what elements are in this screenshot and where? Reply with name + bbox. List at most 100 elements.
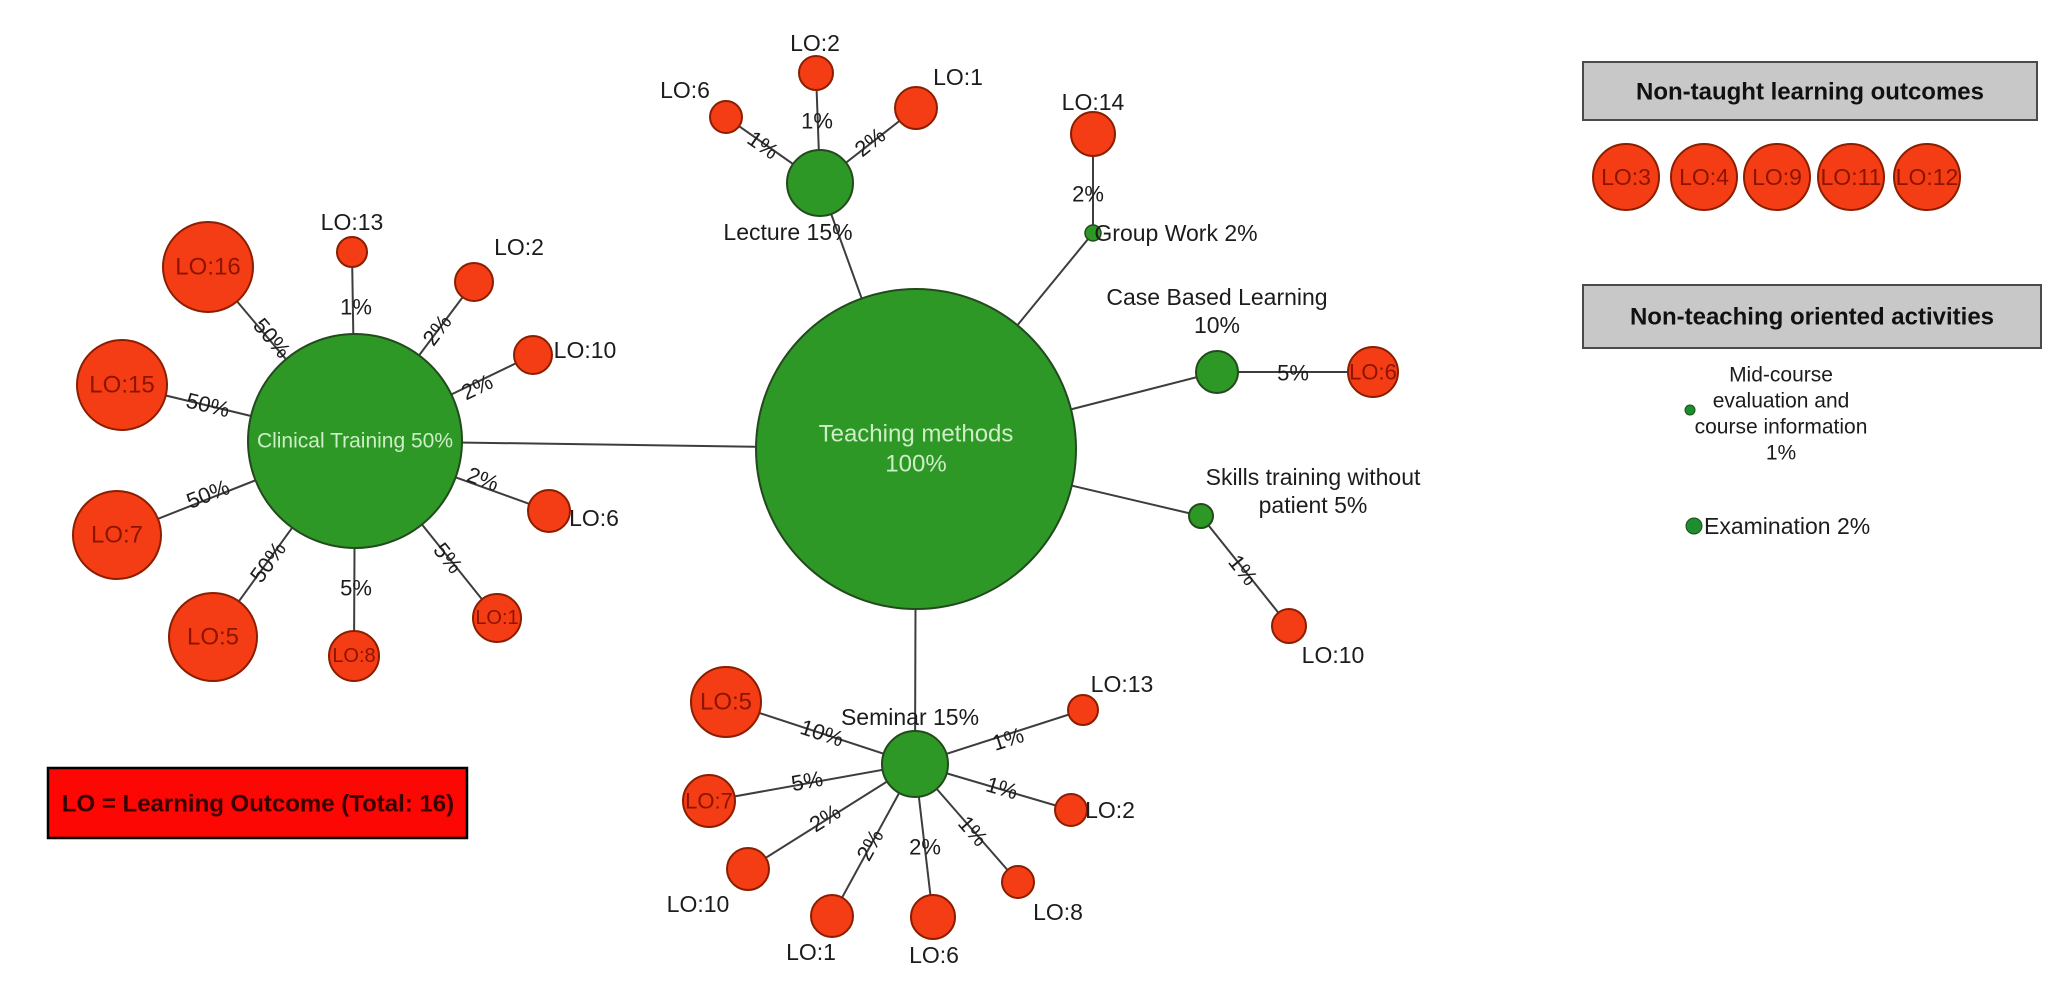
node-label-c_lo13: LO:13 [321,209,384,235]
node-label-cbl-line1: Case Based Learning [1106,284,1327,310]
legend-non-taught-box [1582,61,2038,121]
node-c_lo10 [513,335,553,375]
node-c_lo6 [527,489,571,533]
node-label-c_lo1: LO:1 [475,607,518,629]
legend-circle-label-lo11: LO:11 [1821,164,1882,190]
legend-circle-lo3 [1592,143,1660,211]
edge-label-seminar-m_lo6: 2% [909,835,941,860]
node-m_lo5 [690,666,762,738]
node-seminar [881,730,949,798]
node-label-m_lo2: LO:2 [1085,797,1135,823]
node-c_lo13 [336,236,368,268]
node-label-l_lo6: LO:6 [660,77,710,103]
node-label-l_lo1: LO:1 [933,64,983,90]
node-groupwork [1084,224,1102,242]
legend-circle-lo4 [1670,143,1738,211]
node-c_lo15 [76,339,168,431]
node-label-l_lo2: LO:2 [790,30,840,56]
nodes [72,55,1399,940]
legend-circle-label-lo4: LO:4 [1679,164,1729,190]
node-label-c_lo6: LO:6 [569,505,619,531]
node-label-m_lo5: LO:5 [700,689,752,716]
legend-circle-lo9 [1743,143,1811,211]
node-m_lo10 [726,847,770,891]
node-label-m_lo8: LO:8 [1033,899,1083,925]
node-label-c_lo15: LO:15 [89,372,154,399]
node-label-seminar: Seminar 15% [841,704,979,730]
node-l_lo2 [798,55,834,91]
node-label-m_lo13: LO:13 [1091,671,1154,697]
node-l_lo1 [894,86,938,130]
mid-course-evaluation-label-line3: course information [1695,416,1868,439]
node-label-clinical: Clinical Training 50% [257,430,453,453]
node-g_lo14 [1070,111,1116,157]
edge-label-seminar-m_lo7: 5% [789,766,825,796]
legend-circle-label-lo9: LO:9 [1752,164,1802,190]
node-label-c_lo16: LO:16 [175,254,240,281]
node-l_lo6 [709,100,743,134]
examination-dot [1685,517,1703,535]
node-label-m_lo7: LO:7 [685,789,733,814]
node-m_lo2 [1054,793,1088,827]
node-c_lo1 [472,593,522,643]
key-box-label: LO = Learning Outcome (Total: 16) [62,791,454,818]
node-teaching [755,288,1077,610]
node-c_lo16 [162,221,254,313]
legend-non-taught-title: Non-taught learning outcomes [1636,79,1984,106]
legend-non-teaching-box [1582,284,2042,349]
node-label-skills-line2: patient 5% [1259,492,1368,518]
node-labels: Teaching methods 100% Clinical Training 50… [89,30,1421,968]
legend-circle-lo11 [1817,143,1885,211]
mid-course-evaluation-label-line1: Mid-course [1729,364,1833,387]
node-cbl [1195,350,1239,394]
node-label-c_lo10: LO:10 [554,337,617,363]
node-m_lo6 [910,894,956,940]
node-label-cbl-line2: 10% [1194,312,1240,338]
node-m_lo1 [810,894,854,938]
mid-course-evaluation-label-line4: 1% [1766,442,1796,465]
node-c_lo5 [168,592,258,682]
node-m_lo7 [682,774,736,828]
mid-course-evaluation-label-line2: evaluation and [1713,390,1850,413]
mid-course-evaluation-dot [1684,404,1696,416]
legend-circle-lo12 [1893,143,1961,211]
node-label-lecture: Lecture 15% [723,219,852,245]
node-label-c_lo2: LO:2 [494,234,544,260]
key-box-group: LO = Learning Outcome (Total: 16) [46,766,469,840]
node-label-m_lo10: LO:10 [667,891,730,917]
node-m_lo13 [1067,694,1099,726]
node-label-teaching-line1: Teaching methods [819,421,1014,448]
node-label-skills-line1: Skills training without [1206,464,1421,490]
node-label-g_lo14: LO:14 [1062,89,1125,115]
edge-label-cbl-b_lo6: 5% [1277,361,1309,386]
node-label-m_lo1: LO:1 [786,939,836,965]
edge-label-clinical-c_lo13: 1% [340,295,372,320]
node-b_lo6 [1347,346,1399,398]
legend-non-teaching: Non-teaching oriented activities Mid-cour… [1582,284,2042,539]
node-c_lo2 [454,262,494,302]
edge-label-clinical-c_lo8: 5% [340,576,372,601]
node-label-c_lo8: LO:8 [332,645,375,667]
edge-label-groupwork-g_lo14: 2% [1072,182,1104,207]
legend-non-taught: Non-taught learning outcomes LO:3 LO:4 LO:9… [1582,61,2038,211]
edge-label-lecture-l_lo2: 1% [801,109,833,134]
node-label-m_lo6: LO:6 [909,942,959,968]
node-c_lo7 [72,490,162,580]
node-m_lo8 [1001,865,1035,899]
node-label-c_lo7: LO:7 [91,522,143,549]
edge-skills-s_lo10 [1200,515,1290,627]
node-label-groupwork: Group Work 2% [1094,220,1257,246]
edge-seminar-m_lo7 [708,763,916,802]
legend-circle-label-lo3: LO:3 [1601,164,1651,190]
legend-circle-label-lo12: LO:12 [1896,164,1959,190]
node-label-s_lo10: LO:10 [1302,642,1365,668]
key-box [46,766,469,840]
node-clinical [247,333,463,549]
node-label-c_lo5: LO:5 [187,624,239,651]
node-label-teaching-line2: 100% [885,451,946,478]
node-c_lo8 [328,630,380,682]
node-lecture [786,149,854,217]
examination-label: Examination 2% [1704,513,1870,539]
